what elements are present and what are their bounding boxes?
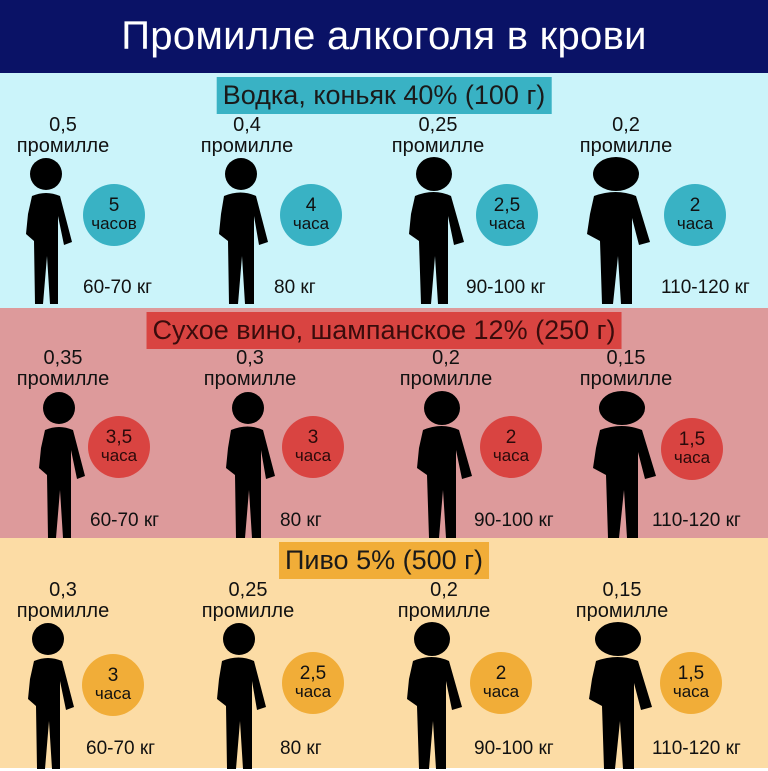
hours-badge: 1,5 часа [661, 418, 723, 480]
promille-value: 0,2 промилле [397, 579, 491, 622]
promille-value: 0,3 промилле [203, 347, 297, 390]
promille-value: 0,15 промилле [579, 347, 673, 390]
person-card: 0,4 промилле 4 часа 80 кг [192, 73, 384, 308]
promille-value: 0,3 промилле [16, 579, 110, 622]
hours-badge: 5 часов [83, 184, 145, 246]
section-label: Пиво 5% (500 г) [279, 542, 489, 579]
promille-value: 0,4 промилле [200, 114, 294, 157]
person-card: 0,2 промилле 2 часа 90-100 кг [384, 538, 576, 769]
weight-label: 90-100 кг [474, 738, 554, 759]
weight-label: 110-120 кг [652, 510, 741, 531]
person-silhouette-icon [417, 391, 472, 538]
person-card: 0,25 промилле 2,5 часа 80 кг [192, 538, 384, 769]
section-beer: Пиво 5% (500 г) 0,3 промилле 3 часа 60-70 … [0, 538, 768, 769]
hours-badge: 2 часа [470, 652, 532, 714]
person-silhouette-icon [589, 622, 652, 769]
promille-value: 0,2 промилле [399, 347, 493, 390]
promille-value: 0,2 промилле [579, 114, 673, 157]
hours-badge: 4 часа [280, 184, 342, 246]
promille-value: 0,25 промилле [391, 114, 485, 157]
hours-badge: 2,5 часа [476, 184, 538, 246]
person-silhouette-icon [28, 623, 74, 769]
person-silhouette-icon [26, 158, 72, 304]
weight-label: 80 кг [274, 277, 316, 298]
weight-label: 90-100 кг [466, 277, 546, 298]
weight-label: 110-120 кг [652, 738, 741, 759]
weight-label: 80 кг [280, 510, 322, 531]
weight-label: 110-120 кг [661, 277, 750, 298]
person-card: 0,25 промилле 2,5 часа 90-100 кг [384, 73, 576, 308]
section-label: Сухое вино, шампанское 12% (250 г) [146, 312, 622, 349]
person-silhouette-icon [409, 157, 464, 304]
hours-badge: 2 часа [480, 416, 542, 478]
person-silhouette-icon [219, 158, 268, 304]
weight-label: 80 кг [280, 738, 322, 759]
person-card: 0,15 промилле 1,5 часа 110-120 кг [576, 308, 768, 538]
weight-label: 60-70 кг [90, 510, 160, 531]
promille-value: 0,15 промилле [575, 579, 669, 622]
weight-label: 60-70 кг [86, 738, 156, 759]
person-card: 0,2 промилле 2 часа 90-100 кг [384, 308, 576, 538]
person-card: 0,35 промилле 3,5 часа 60-70 кг [0, 308, 192, 538]
hours-badge: 1,5 часа [660, 652, 722, 714]
infographic-title: Промилле алкоголя в крови [0, 0, 768, 73]
hours-badge: 2 часа [664, 184, 726, 246]
weight-label: 90-100 кг [474, 510, 554, 531]
person-silhouette-icon [407, 622, 462, 769]
hours-badge: 3,5 часа [88, 416, 150, 478]
person-silhouette-icon [217, 623, 266, 769]
hours-badge: 3 часа [282, 416, 344, 478]
section-label: Водка, коньяк 40% (100 г) [216, 77, 552, 114]
person-card: 0,3 промилле 3 часа 80 кг [192, 308, 384, 538]
promille-value: 0,25 промилле [201, 579, 295, 622]
section-wine: Сухое вино, шампанское 12% (250 г) 0,35 п… [0, 308, 768, 538]
person-silhouette-icon [226, 392, 275, 538]
person-card: 0,3 промилле 3 часа 60-70 кг [0, 538, 192, 769]
person-silhouette-icon [593, 391, 656, 538]
person-silhouette-icon [587, 157, 650, 304]
person-card: 0,5 промилле 5 часов 60-70 кг [0, 73, 192, 308]
promille-value: 0,35 промилле [16, 347, 110, 390]
hours-badge: 3 часа [82, 654, 144, 716]
promille-value: 0,5 промилле [16, 114, 110, 157]
hours-badge: 2,5 часа [282, 652, 344, 714]
title-text: Промилле алкоголя в крови [121, 14, 647, 58]
person-silhouette-icon [39, 392, 85, 538]
person-card: 0,15 промилле 1,5 часа 110-120 кг [576, 538, 768, 769]
weight-label: 60-70 кг [83, 277, 153, 298]
person-card: 0,2 промилле 2 часа 110-120 кг [576, 73, 768, 308]
